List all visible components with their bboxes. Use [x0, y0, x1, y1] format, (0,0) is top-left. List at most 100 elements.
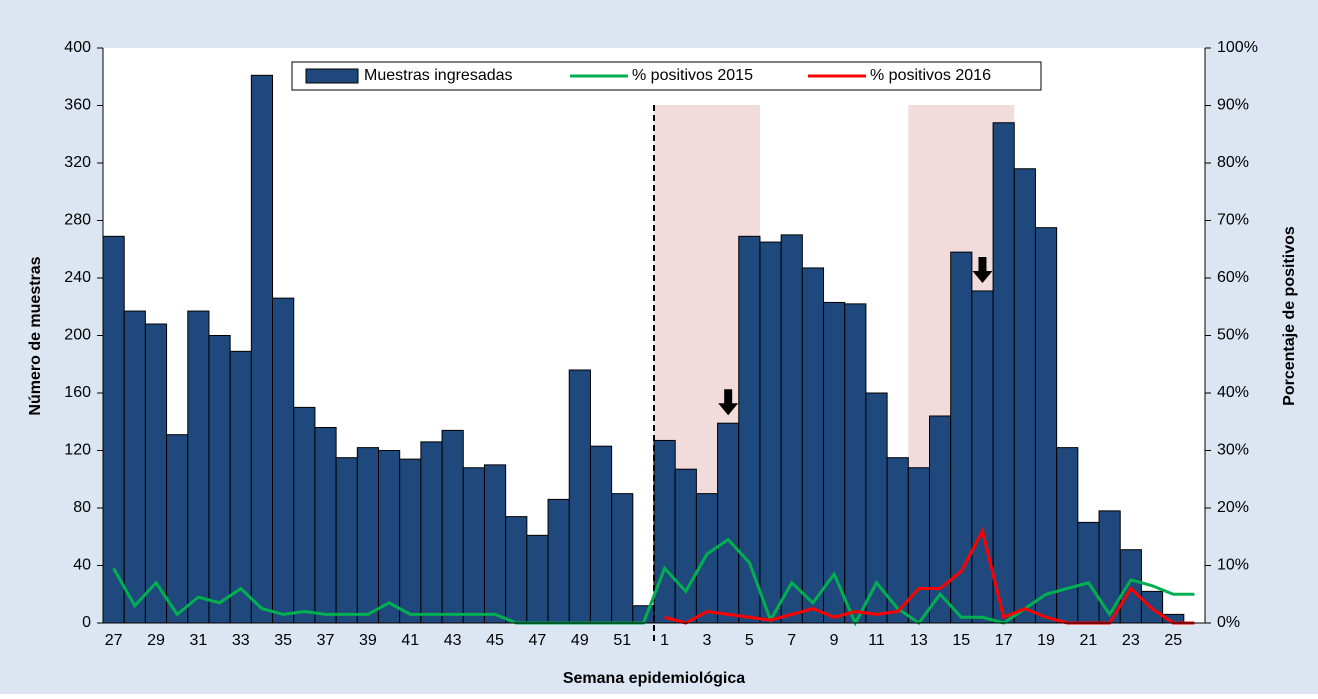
legend-box: [291, 61, 1042, 91]
x-axis-title: Semana epidemiológica: [563, 670, 745, 687]
bar: [1077, 521, 1100, 624]
y2-tick-label: 40%: [1217, 384, 1249, 401]
legend-label: % positivos 2016: [870, 67, 991, 84]
y2-tick-label: 50%: [1217, 327, 1249, 344]
bar: [441, 429, 464, 624]
bar: [420, 441, 443, 624]
bar: [462, 467, 485, 624]
x-tick-label: 5: [745, 632, 754, 649]
bar: [208, 335, 231, 624]
x-tick-label: 1: [660, 632, 669, 649]
y-tick-label: 80: [73, 499, 91, 516]
y-axis-title: Número de muestras: [27, 256, 44, 415]
bar: [187, 310, 210, 624]
x-tick-label: 37: [317, 632, 335, 649]
legend-swatch: [305, 68, 359, 84]
x-tick-label: 11: [868, 632, 885, 649]
bar: [1034, 227, 1058, 624]
x-tick-label: 15: [952, 632, 970, 649]
bar: [1098, 510, 1121, 624]
bar: [568, 369, 591, 624]
x-tick-label: 17: [995, 632, 1013, 649]
bar: [123, 310, 146, 624]
y2-tick-label: 100%: [1217, 39, 1258, 56]
bar: [166, 434, 189, 624]
bar: [759, 241, 782, 624]
bar: [1013, 168, 1036, 624]
bar: [102, 235, 125, 624]
x-tick-label: 7: [787, 632, 796, 649]
y-tick-label: 0: [82, 614, 91, 631]
bar: [505, 516, 528, 624]
x-tick-label: 29: [147, 632, 165, 649]
x-tick-label: 23: [1122, 632, 1140, 649]
x-tick-label: 9: [830, 632, 839, 649]
y2-tick-label: 90%: [1217, 97, 1249, 114]
bar: [801, 267, 825, 624]
bar: [526, 534, 549, 624]
legend-label: Muestras ingresadas: [364, 67, 513, 84]
x-tick-label: 31: [189, 632, 207, 649]
y-tick-label: 320: [64, 154, 91, 171]
x-tick-label: 33: [232, 632, 250, 649]
bar: [335, 457, 358, 624]
bar: [1056, 447, 1079, 624]
bar: [1119, 549, 1142, 624]
x-tick-label: 41: [401, 632, 419, 649]
x-tick-label: 13: [910, 632, 928, 649]
bar: [250, 74, 274, 624]
arrow: [718, 389, 739, 416]
x-tick-label: 27: [105, 632, 123, 649]
bar: [229, 350, 252, 624]
line-series: [112, 537, 1195, 627]
y-tick-label: 400: [64, 39, 91, 56]
x-tick-label: 49: [571, 632, 589, 649]
x-tick-label: 25: [1164, 632, 1182, 649]
y2-tick-label: 80%: [1217, 154, 1249, 171]
y-tick-label: 40: [73, 557, 91, 574]
bar: [547, 498, 570, 624]
y-tick-label: 280: [64, 212, 91, 229]
y-tick-label: 120: [64, 442, 91, 459]
y2-tick-label: 20%: [1217, 499, 1249, 516]
x-tick-label: 35: [274, 632, 292, 649]
x-tick-label: 21: [1080, 632, 1098, 649]
bar: [589, 445, 613, 624]
bar: [780, 234, 803, 624]
bar: [717, 422, 740, 624]
y2-tick-label: 70%: [1217, 212, 1249, 229]
bar: [695, 493, 719, 624]
bar: [971, 290, 994, 624]
y-tick-label: 160: [64, 384, 91, 401]
legend-label: % positivos 2015: [632, 67, 753, 84]
x-tick-label: 43: [444, 632, 462, 649]
bar: [907, 467, 930, 624]
bar: [653, 439, 676, 624]
bar: [929, 415, 952, 624]
x-tick-label: 47: [529, 632, 547, 649]
y2-tick-label: 30%: [1217, 442, 1249, 459]
y-tick-label: 360: [64, 97, 91, 114]
bar: [378, 450, 401, 624]
bar: [611, 493, 634, 624]
y-tick-label: 240: [64, 269, 91, 286]
bar: [144, 323, 168, 624]
bar: [844, 303, 867, 624]
x-tick-label: 19: [1037, 632, 1055, 649]
x-tick-label: 51: [613, 632, 631, 649]
bar: [314, 427, 337, 624]
y2-axis-title: Porcentaje de positivos: [1281, 226, 1298, 406]
y2-tick-label: 60%: [1217, 269, 1249, 286]
y2-tick-label: 0%: [1217, 614, 1240, 631]
bar: [950, 251, 973, 624]
y-tick-label: 200: [64, 327, 91, 344]
x-tick-label: 39: [359, 632, 377, 649]
arrow: [972, 256, 993, 283]
bar: [483, 464, 507, 624]
bar: [674, 468, 697, 624]
bar: [356, 447, 379, 624]
bar: [272, 297, 295, 624]
x-tick-label: 45: [486, 632, 504, 649]
bar: [865, 392, 888, 624]
